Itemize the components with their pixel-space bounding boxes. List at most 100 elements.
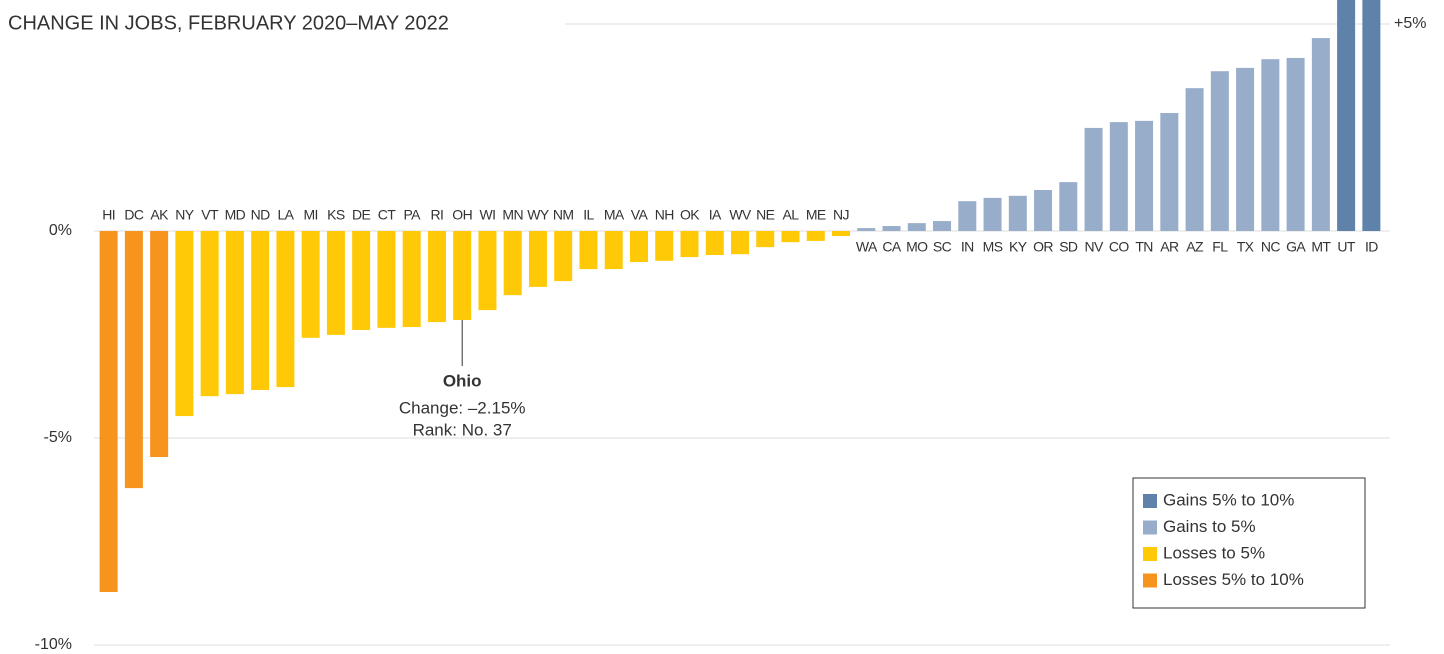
x-tick-label: NC [1261, 239, 1281, 255]
bar [1210, 71, 1229, 231]
x-tick-label: IL [583, 207, 594, 223]
x-tick-label: SD [1059, 239, 1078, 255]
legend-box [1132, 477, 1366, 609]
bar [705, 231, 724, 256]
bar [1337, 0, 1356, 231]
x-tick-label: KY [1009, 239, 1028, 255]
annotation-text: Rank: No. 37 [413, 420, 512, 439]
x-tick-label: ID [1365, 239, 1378, 255]
x-tick-label: OR [1033, 239, 1053, 255]
annotation-text: Change: –2.15% [399, 398, 526, 417]
x-tick-label: NV [1084, 239, 1104, 255]
bar [1362, 0, 1381, 231]
bar [907, 223, 926, 231]
bar [680, 231, 699, 258]
x-tick-label: MT [1311, 239, 1331, 255]
bar [629, 231, 648, 263]
legend-swatch [1143, 494, 1157, 508]
bar [528, 231, 547, 287]
legend-swatch [1143, 520, 1157, 535]
bar [655, 231, 674, 261]
x-tick-label: MA [604, 207, 625, 223]
legend-label: Losses 5% to 10% [1163, 570, 1304, 589]
bar [1160, 113, 1179, 231]
bar [731, 231, 749, 255]
bar [832, 231, 851, 236]
bar [326, 231, 345, 335]
bar [1185, 88, 1204, 231]
x-tick-label: RI [431, 207, 444, 223]
bar [200, 231, 219, 397]
bar [1034, 190, 1053, 231]
bar [983, 197, 1002, 231]
x-tick-label: DC [124, 207, 144, 223]
x-tick-label: IN [961, 239, 974, 255]
bar [781, 231, 800, 243]
x-tick-label: MO [906, 239, 928, 255]
x-tick-label: WA [856, 239, 878, 255]
x-tick-label: AR [1160, 239, 1179, 255]
bar [756, 231, 775, 248]
bar [301, 231, 320, 338]
legend-label: Gains 5% to 10% [1163, 490, 1294, 509]
x-tick-label: AK [150, 207, 169, 223]
bar [1261, 59, 1280, 231]
y-tick-label: 0% [49, 222, 72, 239]
bar [150, 231, 169, 458]
x-tick-label: AL [783, 207, 800, 223]
x-tick-label: WY [527, 207, 550, 223]
bar [579, 231, 598, 270]
bar [882, 226, 901, 231]
x-tick-label: CT [378, 207, 397, 223]
bar [1135, 120, 1154, 231]
x-tick-label: DE [352, 207, 371, 223]
x-tick-label: ND [251, 207, 271, 223]
x-tick-label: LA [277, 207, 294, 223]
x-tick-label: CA [882, 239, 902, 255]
bar [352, 231, 371, 330]
x-tick-label: PA [403, 207, 421, 223]
bar [251, 231, 270, 390]
x-tick-label: HI [102, 207, 115, 223]
bar [175, 231, 194, 417]
y-tick-label: -5% [44, 429, 72, 446]
y-tick-label: +5% [1394, 15, 1426, 32]
bar [427, 231, 446, 323]
bar [1008, 195, 1027, 231]
x-tick-label: MN [502, 207, 523, 223]
bar [453, 231, 472, 321]
bar [99, 231, 118, 593]
bar [377, 231, 396, 328]
bar [276, 231, 295, 388]
x-tick-label: VT [201, 207, 219, 223]
x-tick-label: MS [983, 239, 1003, 255]
bar [503, 231, 522, 296]
x-tick-label: MI [303, 207, 317, 223]
bar [933, 221, 952, 231]
x-tick-label: GA [1286, 239, 1306, 255]
legend-swatch [1143, 547, 1157, 561]
x-tick-label: OH [452, 207, 472, 223]
x-tick-label: CO [1109, 239, 1130, 255]
x-tick-label: NY [175, 207, 195, 223]
bar [554, 231, 573, 282]
legend-label: Losses to 5% [1163, 543, 1265, 562]
x-tick-label: IA [709, 207, 722, 223]
bar [1109, 122, 1128, 231]
bar [478, 231, 497, 311]
x-tick-label: AZ [1186, 239, 1204, 255]
legend-label: Gains to 5% [1163, 517, 1256, 536]
x-tick-label: ME [806, 207, 826, 223]
x-tick-label: VA [631, 207, 649, 223]
x-tick-label: KS [327, 207, 345, 223]
legend-swatch [1143, 573, 1157, 588]
bar [604, 231, 623, 270]
bar [1059, 182, 1078, 231]
bar [806, 231, 825, 241]
bar [958, 201, 977, 231]
x-tick-label: TX [1237, 239, 1255, 255]
x-tick-label: NE [756, 207, 775, 223]
x-tick-label: WI [479, 207, 495, 223]
annotation-title: Ohio [443, 371, 482, 390]
